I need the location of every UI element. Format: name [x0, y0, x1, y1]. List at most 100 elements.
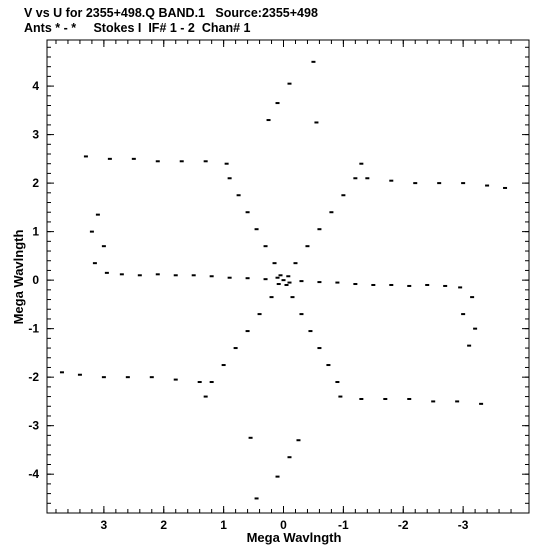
data-point	[485, 184, 490, 187]
data-point	[293, 262, 298, 265]
data-point	[371, 283, 376, 286]
y-tick-label: 3	[32, 128, 39, 142]
data-point	[329, 211, 334, 214]
data-point	[257, 313, 262, 316]
data-point	[233, 347, 238, 350]
data-point	[89, 230, 94, 233]
data-point	[281, 279, 286, 282]
data-point	[191, 274, 196, 277]
data-point	[275, 102, 280, 105]
data-point	[479, 402, 484, 405]
data-point	[413, 182, 418, 185]
data-point	[365, 177, 370, 180]
data-point	[173, 274, 178, 277]
data-point	[407, 284, 412, 287]
data-point	[389, 179, 394, 182]
data-point	[461, 313, 466, 316]
x-tick-label: 2	[160, 518, 167, 532]
y-tick-label: -4	[28, 467, 39, 481]
data-point	[455, 400, 460, 403]
data-point	[353, 283, 358, 286]
x-tick-label: 0	[280, 518, 287, 532]
data-point	[173, 378, 178, 381]
data-points	[59, 60, 508, 500]
data-point	[308, 330, 313, 333]
data-point	[149, 376, 154, 379]
data-point	[263, 245, 268, 248]
data-point	[467, 344, 472, 347]
data-point	[317, 347, 322, 350]
data-point	[383, 397, 388, 400]
data-point	[359, 162, 364, 165]
data-point	[101, 245, 106, 248]
x-tick-label: -2	[398, 518, 409, 532]
y-tick-label: 0	[32, 273, 39, 287]
data-point	[503, 186, 508, 189]
data-point	[275, 475, 280, 478]
data-point	[278, 274, 283, 277]
axis-ticks	[47, 40, 529, 514]
data-point	[245, 277, 250, 280]
data-point	[461, 182, 466, 185]
data-point	[254, 228, 259, 231]
data-point	[431, 400, 436, 403]
data-point	[326, 364, 331, 367]
data-point	[227, 276, 232, 279]
data-point	[77, 373, 82, 376]
y-tick-label: -2	[28, 370, 39, 384]
chart-subtitle: Ants * - * Stokes I IF# 1 - 2 Chan# 1	[24, 21, 251, 35]
data-point	[59, 371, 64, 374]
data-point	[155, 160, 160, 163]
data-point	[221, 364, 226, 367]
data-point	[296, 439, 301, 442]
plot-frame	[46, 39, 530, 514]
data-point	[287, 456, 292, 459]
data-point	[155, 273, 160, 276]
data-point	[224, 162, 229, 165]
data-point	[209, 381, 214, 384]
data-point	[335, 381, 340, 384]
data-point	[425, 283, 430, 286]
data-point	[197, 381, 202, 384]
data-point	[389, 283, 394, 286]
x-tick-label: -3	[458, 518, 469, 532]
y-tick-label: 2	[32, 176, 39, 190]
data-point	[443, 284, 448, 287]
data-point	[287, 82, 292, 85]
data-point	[245, 211, 250, 214]
data-point	[284, 283, 289, 286]
data-point	[305, 245, 310, 248]
data-point	[227, 177, 232, 180]
data-point	[353, 177, 358, 180]
axis-tick-labels: 3 2 1 0 -1 -2 -3 4 3 2 1 0 -1 -2 -3 -4	[28, 79, 468, 532]
data-point	[137, 274, 142, 277]
y-tick-label: 1	[32, 225, 39, 239]
data-point	[254, 497, 259, 500]
data-point	[125, 376, 130, 379]
x-tick-label: -1	[338, 518, 349, 532]
x-axis-label: Mega Wavlngth	[247, 530, 342, 545]
data-point	[290, 296, 295, 299]
data-point	[317, 281, 322, 284]
data-point	[209, 275, 214, 278]
data-point	[92, 262, 97, 265]
chart-title: V vs U for 2355+498.Q BAND.1 Source:2355…	[24, 6, 318, 20]
data-point	[299, 280, 304, 283]
y-tick-label: -1	[28, 322, 39, 336]
data-point	[437, 182, 442, 185]
x-tick-label: 3	[101, 518, 108, 532]
data-point	[131, 157, 136, 160]
data-point	[266, 119, 271, 122]
data-point	[272, 262, 277, 265]
data-point	[287, 281, 292, 284]
data-point	[335, 281, 340, 284]
x-tick-label: 1	[220, 518, 227, 532]
data-point	[245, 330, 250, 333]
data-point	[286, 275, 291, 278]
y-axis-label: Mega Wavlngth	[11, 230, 26, 325]
data-point	[317, 228, 322, 231]
data-point	[407, 397, 412, 400]
data-point	[338, 395, 343, 398]
data-point	[101, 376, 106, 379]
data-point	[236, 194, 241, 197]
